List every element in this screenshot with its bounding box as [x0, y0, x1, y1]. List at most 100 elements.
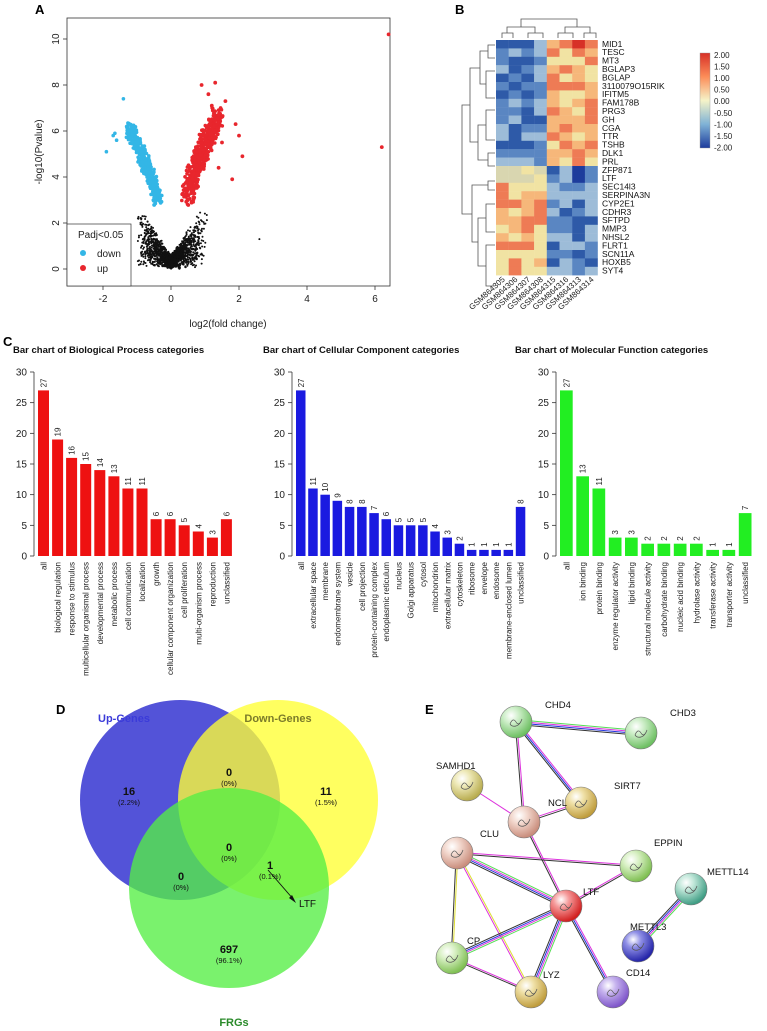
volcano-point-up: [189, 187, 193, 191]
heatmap-cell: [508, 224, 522, 234]
heatmap-cell: [559, 233, 573, 242]
volcano-point-up: [207, 136, 212, 140]
heatmap-cell: [559, 258, 573, 267]
volcano-point-ns: [142, 260, 145, 263]
volcano-point-ns: [177, 249, 180, 252]
volcano-point-up: [183, 186, 188, 191]
bar-value-label: 1: [725, 542, 734, 547]
volcano-point-up: [185, 180, 189, 185]
y-tick-label: 15: [274, 460, 286, 471]
volcano-point-down: [104, 149, 109, 154]
bar: [625, 537, 638, 556]
heatmap-cell: [534, 73, 547, 83]
volcano-point-down: [156, 192, 160, 196]
volcano-point-down: [139, 150, 143, 154]
heatmap-cell: [546, 149, 560, 158]
heatmap-cell: [534, 208, 547, 217]
heatmap-cell: [496, 40, 509, 49]
volcano-point-ns: [140, 252, 143, 255]
heatmap-cell: [584, 140, 598, 150]
heatmap-cell: [508, 216, 522, 225]
volcano-point-ns: [192, 231, 195, 234]
heatmap-cell: [534, 258, 547, 267]
volcano-point-ns: [178, 246, 181, 249]
heatmap-cell: [559, 98, 573, 108]
volcano-point-ns: [192, 254, 194, 257]
volcano-point-up: [197, 168, 202, 172]
heatmap-gene-label: TSHB: [602, 140, 625, 150]
volcano-point-ns: [198, 237, 201, 240]
volcano-point-ns: [160, 249, 163, 252]
network-edge: [451, 904, 566, 958]
heatmap-cell: [584, 258, 598, 267]
heatmap-cell: [572, 233, 586, 242]
heatmap-cell: [496, 166, 509, 175]
volcano-point-ns: [162, 264, 165, 267]
venn-region-count: 0: [226, 842, 232, 854]
bar: [94, 470, 106, 556]
volcano-point-ns: [158, 248, 161, 251]
venn-region-count: 0: [178, 871, 184, 883]
heatmap-cell: [584, 166, 598, 175]
heatmap-gene-label: SFTPD: [602, 215, 630, 225]
heatmap-cell: [534, 250, 547, 259]
color-key-label: -1.00: [714, 120, 733, 129]
y-tick-label: 20: [16, 429, 28, 440]
heatmap-cell: [521, 40, 535, 49]
bar: [479, 549, 489, 556]
bar-chart-biological-process: Bar chart of Biological Process categori…: [13, 345, 232, 676]
volcano-point-ns: [187, 239, 190, 242]
heatmap-cell: [496, 224, 509, 234]
network-edge: [457, 851, 637, 866]
volcano-point-ns: [150, 246, 153, 249]
volcano-point-ns: [161, 262, 163, 265]
heatmap-cell: [521, 199, 535, 209]
volcano-point-ns: [153, 264, 156, 267]
volcano-point-ns: [159, 256, 162, 259]
heatmap-cell: [559, 56, 573, 66]
heatmap-cell: [521, 56, 535, 66]
bar-value-label: 6: [222, 511, 231, 516]
volcano-point-up: [386, 32, 391, 37]
heatmap-gene-label: PRL: [602, 156, 619, 166]
heatmap-cell: [584, 98, 598, 108]
volcano-point-up: [240, 154, 245, 159]
volcano-point-up: [196, 172, 200, 177]
heatmap-cell: [572, 90, 586, 99]
bar: [381, 519, 391, 556]
heatmap-cell: [508, 48, 522, 57]
network-node-label: CHD3: [670, 708, 696, 719]
volcano-point-ns: [176, 248, 178, 251]
y-tick: 0: [51, 266, 62, 272]
y-tick: 8: [51, 82, 62, 88]
heatmap-cell: [534, 98, 547, 108]
heatmap-cell: [508, 56, 522, 66]
volcano-frame: [66, 17, 391, 287]
heatmap-cell: [496, 182, 509, 192]
volcano-point-ns: [159, 243, 162, 246]
heatmap-cell: [521, 107, 535, 116]
protein-structure-glyph: [574, 799, 588, 808]
network-edge: [515, 723, 641, 736]
volcano-point-ns: [164, 264, 167, 267]
volcano-point-ns: [200, 230, 203, 233]
volcano-point-ns: [185, 239, 188, 242]
volcano-point-ns: [141, 250, 144, 253]
y-tick-label: 10: [274, 490, 286, 501]
bar-value-label: 11: [124, 477, 133, 486]
heatmap-cell: [546, 266, 560, 276]
volcano-point-ns: [196, 235, 199, 238]
volcano-point-ns: [195, 222, 198, 225]
heatmap-cell: [584, 149, 598, 158]
volcano-point-up: [202, 164, 206, 168]
heatmap-cell: [508, 82, 522, 91]
volcano-point-ns: [187, 229, 189, 232]
volcano-point-ns: [139, 223, 142, 226]
volcano-point-ns: [154, 232, 157, 235]
category-label: cytosol: [419, 562, 428, 587]
volcano-point-down: [140, 144, 145, 149]
bar-value-label: 11: [309, 477, 318, 486]
y-tick-label: 5: [543, 521, 549, 532]
volcano-point-down: [152, 199, 156, 203]
heatmap-cell: [534, 174, 547, 183]
